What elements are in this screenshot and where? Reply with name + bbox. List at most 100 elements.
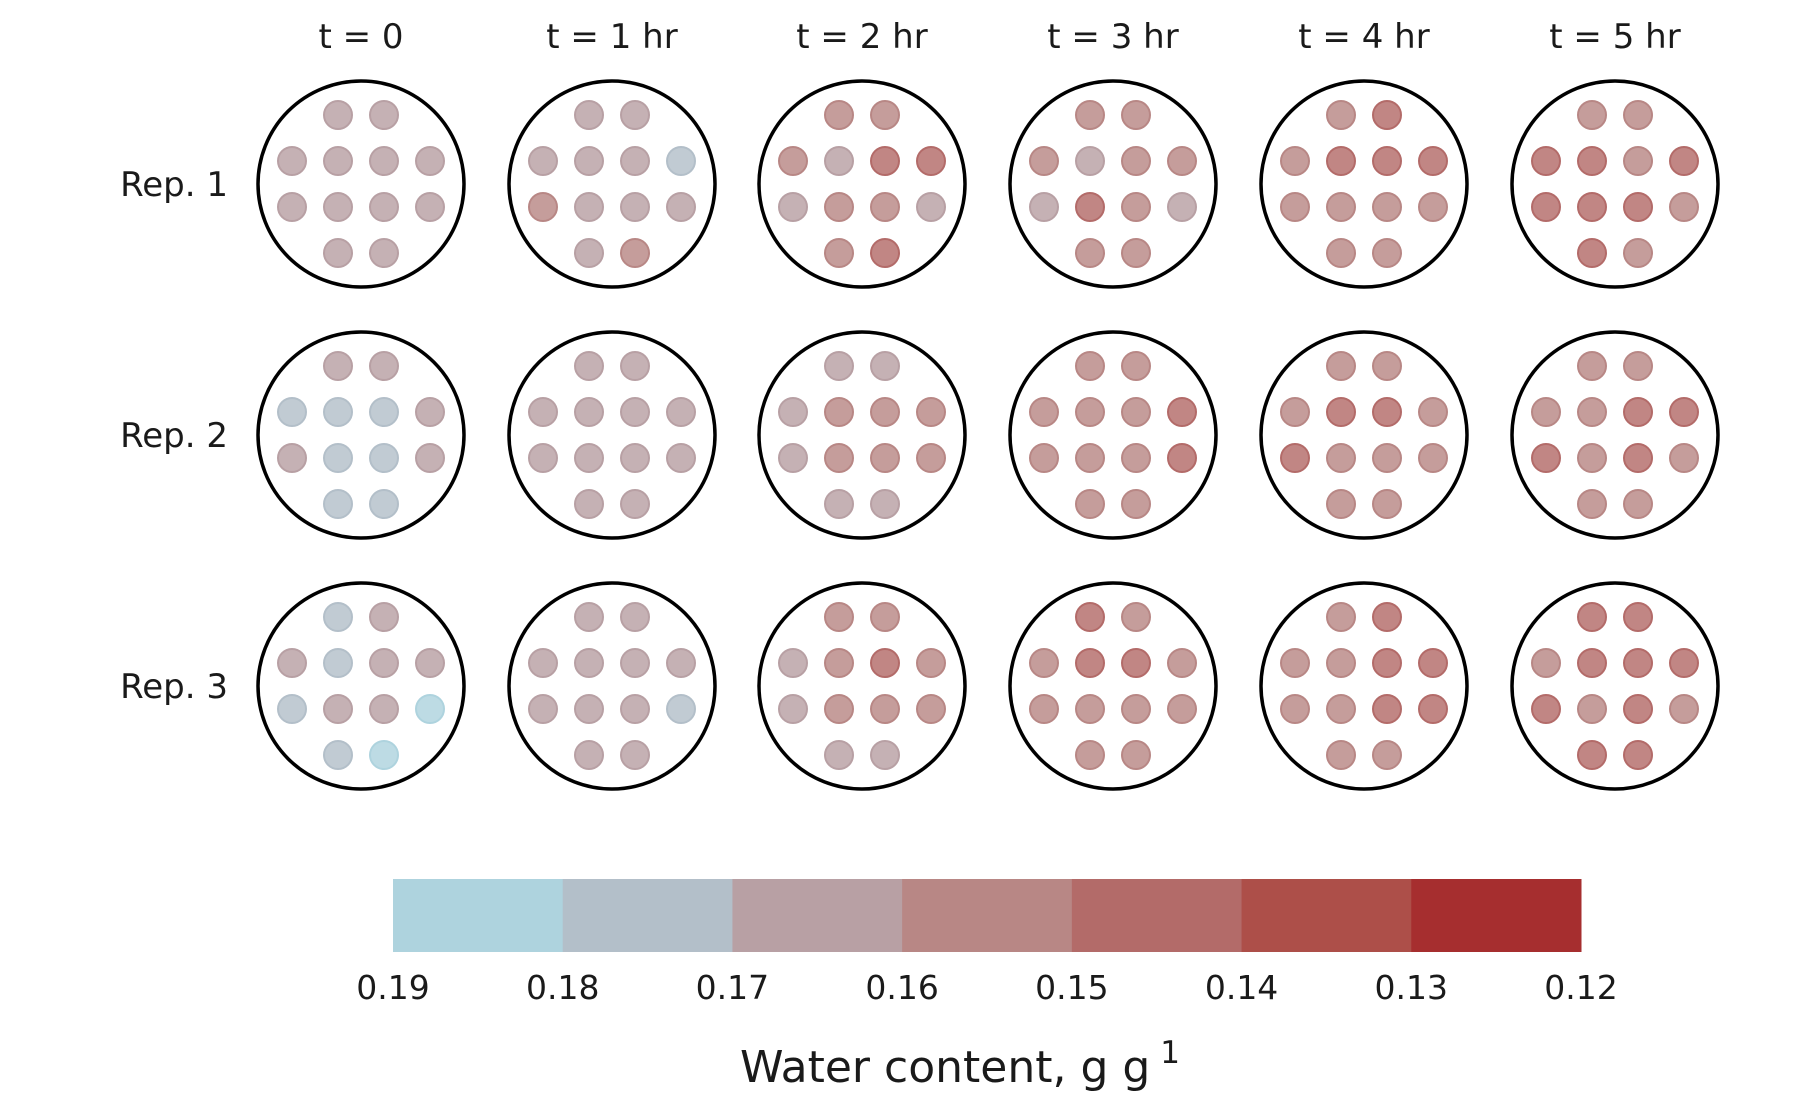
sensor-dot xyxy=(1577,443,1607,473)
sensor-panel xyxy=(507,330,717,540)
sensor-panels xyxy=(256,79,1720,791)
sensor-panel xyxy=(1510,581,1720,791)
panel-outline xyxy=(1008,330,1218,540)
sensor-dot xyxy=(824,192,854,222)
panel-outline xyxy=(507,581,717,791)
colorbar-swatch xyxy=(1241,879,1412,952)
sensor-dot xyxy=(1623,489,1653,519)
sensor-dot xyxy=(323,351,353,381)
sensor-panel xyxy=(757,79,967,289)
panel-outline xyxy=(1510,581,1720,791)
sensor-dot xyxy=(277,648,307,678)
sensor-dot xyxy=(1372,648,1402,678)
sensor-dot xyxy=(870,489,900,519)
sensor-dot xyxy=(916,192,946,222)
colorbar-tick-label: 0.12 xyxy=(1544,968,1617,1007)
sensor-dot xyxy=(620,192,650,222)
sensor-panel xyxy=(1008,581,1218,791)
sensor-dot xyxy=(620,740,650,770)
sensor-dot xyxy=(1623,694,1653,724)
sensor-dot xyxy=(1326,694,1356,724)
sensor-dot xyxy=(1531,192,1561,222)
column-label: t = 2 hr xyxy=(796,17,927,57)
panel-outline xyxy=(256,79,466,289)
panel-outline xyxy=(757,581,967,791)
sensor-dot xyxy=(1372,602,1402,632)
sensor-dot xyxy=(323,489,353,519)
sensor-dot xyxy=(277,443,307,473)
panel-outline xyxy=(1259,581,1469,791)
sensor-panel xyxy=(1259,330,1469,540)
sensor-dot xyxy=(1075,238,1105,268)
sensor-dot xyxy=(369,602,399,632)
sensor-dot xyxy=(1326,740,1356,770)
sensor-dot xyxy=(1075,694,1105,724)
sensor-dot xyxy=(369,192,399,222)
sensor-dot xyxy=(870,238,900,268)
sensor-dot xyxy=(1326,443,1356,473)
sensor-dot xyxy=(916,397,946,427)
sensor-dot xyxy=(1167,192,1197,222)
sensor-dot xyxy=(574,443,604,473)
colorbar-swatches xyxy=(393,879,1582,952)
sensor-dot xyxy=(369,146,399,176)
sensor-dot xyxy=(1372,740,1402,770)
sensor-dot xyxy=(1372,351,1402,381)
sensor-dot xyxy=(1167,694,1197,724)
sensor-dot xyxy=(1075,443,1105,473)
sensor-dot xyxy=(1623,740,1653,770)
sensor-dot xyxy=(1121,694,1151,724)
sensor-dot xyxy=(1418,397,1448,427)
sensor-dot xyxy=(870,397,900,427)
sensor-panel xyxy=(1008,330,1218,540)
sensor-dot xyxy=(369,648,399,678)
panel-outline xyxy=(757,79,967,289)
sensor-dot xyxy=(1121,602,1151,632)
panel-outline xyxy=(1259,330,1469,540)
colorbar-label: Water content, g g 1 xyxy=(740,1035,1180,1093)
sensor-dot xyxy=(1577,740,1607,770)
sensor-dot xyxy=(415,648,445,678)
sensor-dot xyxy=(824,740,854,770)
sensor-dot xyxy=(824,443,854,473)
sensor-dot xyxy=(1372,192,1402,222)
sensor-dot xyxy=(1623,443,1653,473)
sensor-dot xyxy=(574,397,604,427)
colorbar-swatch xyxy=(1071,879,1243,952)
panel-outline xyxy=(1510,330,1720,540)
sensor-dot xyxy=(916,694,946,724)
sensor-dot xyxy=(1326,192,1356,222)
sensor-dot xyxy=(1075,351,1105,381)
sensor-dot xyxy=(369,694,399,724)
sensor-panel xyxy=(256,330,466,540)
sensor-dot xyxy=(528,397,558,427)
sensor-dot xyxy=(1326,146,1356,176)
sensor-dot xyxy=(1029,397,1059,427)
sensor-dot xyxy=(369,443,399,473)
sensor-dot xyxy=(1623,351,1653,381)
colorbar-tick-label: 0.16 xyxy=(865,968,938,1007)
sensor-dot xyxy=(916,443,946,473)
colorbar-tick-label: 0.18 xyxy=(526,968,599,1007)
sensor-dot xyxy=(620,351,650,381)
sensor-dot xyxy=(1280,192,1310,222)
sensor-dot xyxy=(415,192,445,222)
sensor-dot xyxy=(1669,397,1699,427)
sensor-dot xyxy=(1418,443,1448,473)
sensor-dot xyxy=(870,192,900,222)
sensor-dot xyxy=(574,238,604,268)
sensor-dot xyxy=(528,443,558,473)
sensor-dot xyxy=(778,146,808,176)
column-label: t = 4 hr xyxy=(1298,17,1429,57)
sensor-dot xyxy=(1623,648,1653,678)
panel-outline xyxy=(507,79,717,289)
sensor-dot xyxy=(1669,146,1699,176)
sensor-dot xyxy=(1669,443,1699,473)
sensor-dot xyxy=(1326,489,1356,519)
sensor-dot xyxy=(1623,602,1653,632)
sensor-dot xyxy=(1669,694,1699,724)
sensor-dot xyxy=(528,648,558,678)
sensor-dot xyxy=(666,146,696,176)
sensor-dot xyxy=(323,146,353,176)
sensor-panel xyxy=(757,330,967,540)
